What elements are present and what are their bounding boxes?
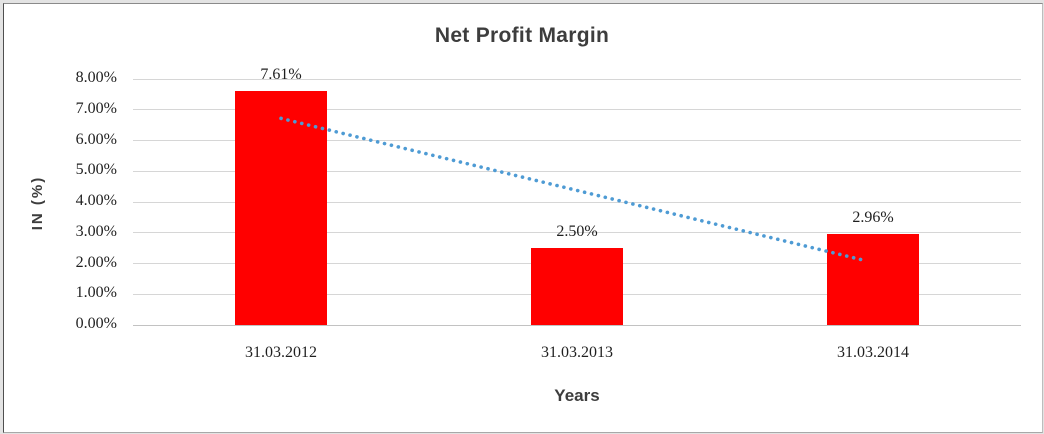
gridline <box>133 109 1021 111</box>
y-tick-label: 0.00% <box>75 315 117 332</box>
x-category-label: 31.03.2013 <box>541 344 613 361</box>
y-tick-label: 7.00% <box>75 99 117 117</box>
bar <box>827 233 919 325</box>
bar <box>531 248 623 325</box>
y-tick-label: 8.00% <box>75 69 117 86</box>
bar <box>235 91 327 325</box>
gridline <box>133 78 1021 80</box>
x-axis-title: Years <box>554 386 600 405</box>
y-tick-label: 3.00% <box>75 222 117 240</box>
y-tick-label: 2.00% <box>75 253 117 271</box>
gridline <box>133 232 1021 234</box>
gridline <box>133 201 1021 203</box>
trendline <box>279 116 869 263</box>
y-tick-label: 5.00% <box>75 161 117 179</box>
bar-value-label: 2.50% <box>556 223 598 241</box>
gridline <box>133 140 1021 141</box>
y-tick-label: 4.00% <box>75 192 117 209</box>
y-tick-label: 1.00% <box>75 284 117 302</box>
bar-value-label: 7.61% <box>260 66 302 83</box>
plot-area: 7.61% 2.50% 2.96% <box>133 66 1021 326</box>
gridline <box>133 324 1021 326</box>
bar-value-label: 2.96% <box>852 208 894 226</box>
gridline <box>133 170 1021 172</box>
chart-title: Net Profit Margin <box>434 24 610 47</box>
x-category-label: 31.03.2014 <box>837 344 909 361</box>
y-tick-label: 6.00% <box>75 130 117 148</box>
x-category-label: 31.03.2012 <box>245 344 317 361</box>
